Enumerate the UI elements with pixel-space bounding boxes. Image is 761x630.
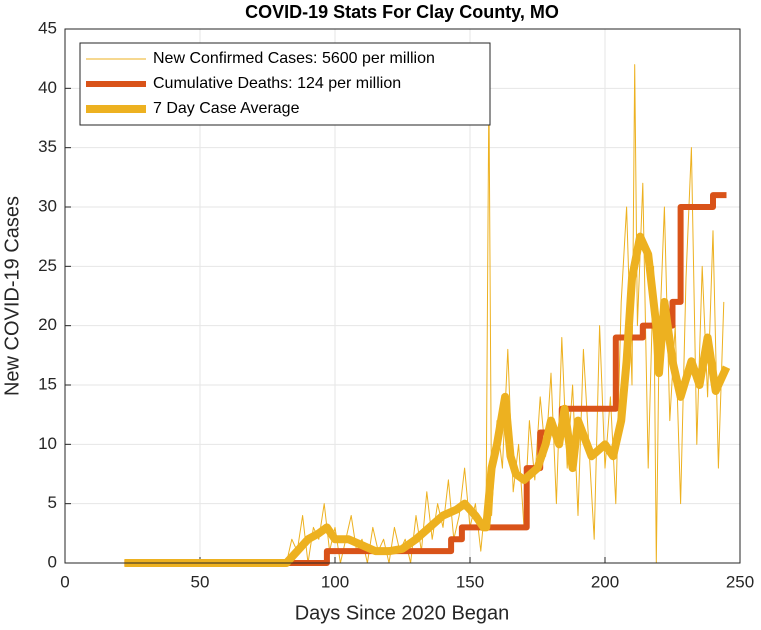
y-tick-label: 15 xyxy=(38,374,57,393)
legend-label: Cumulative Deaths: 124 per million xyxy=(153,75,401,92)
lines xyxy=(124,64,731,567)
axes-box xyxy=(64,28,741,564)
chart-title: COVID-19 Stats For Clay County, MO xyxy=(245,2,559,22)
legend-label: 7 Day Case Average xyxy=(153,100,300,117)
y-tick-label: 35 xyxy=(38,137,57,156)
x-tick-label: 150 xyxy=(456,572,484,591)
series-line xyxy=(124,232,731,567)
x-axis-label: Days Since 2020 Began xyxy=(295,602,510,624)
y-tick-label: 5 xyxy=(48,493,57,512)
y-tick-label: 30 xyxy=(38,196,57,215)
y-tick-label: 20 xyxy=(38,315,57,334)
x-tick-label: 100 xyxy=(321,572,349,591)
y-tick-label: 40 xyxy=(38,78,57,97)
legend-box xyxy=(79,42,491,126)
legend: New Confirmed Cases: 5600 per million Cum… xyxy=(79,42,491,126)
y-tick-label: 25 xyxy=(38,256,57,275)
y-tick-label: 10 xyxy=(38,434,57,453)
y-tick-label: 0 xyxy=(48,552,57,571)
x-tick-label: 0 xyxy=(60,572,69,591)
y-axis-label: New COVID-19 Cases xyxy=(1,196,23,396)
x-tick-label: 250 xyxy=(726,572,754,591)
y-tick-label: 45 xyxy=(38,18,57,37)
x-tick-label: 200 xyxy=(591,572,619,591)
legend-label: New Confirmed Cases: 5600 per million xyxy=(153,50,435,67)
x-tick-label: 50 xyxy=(191,572,210,591)
